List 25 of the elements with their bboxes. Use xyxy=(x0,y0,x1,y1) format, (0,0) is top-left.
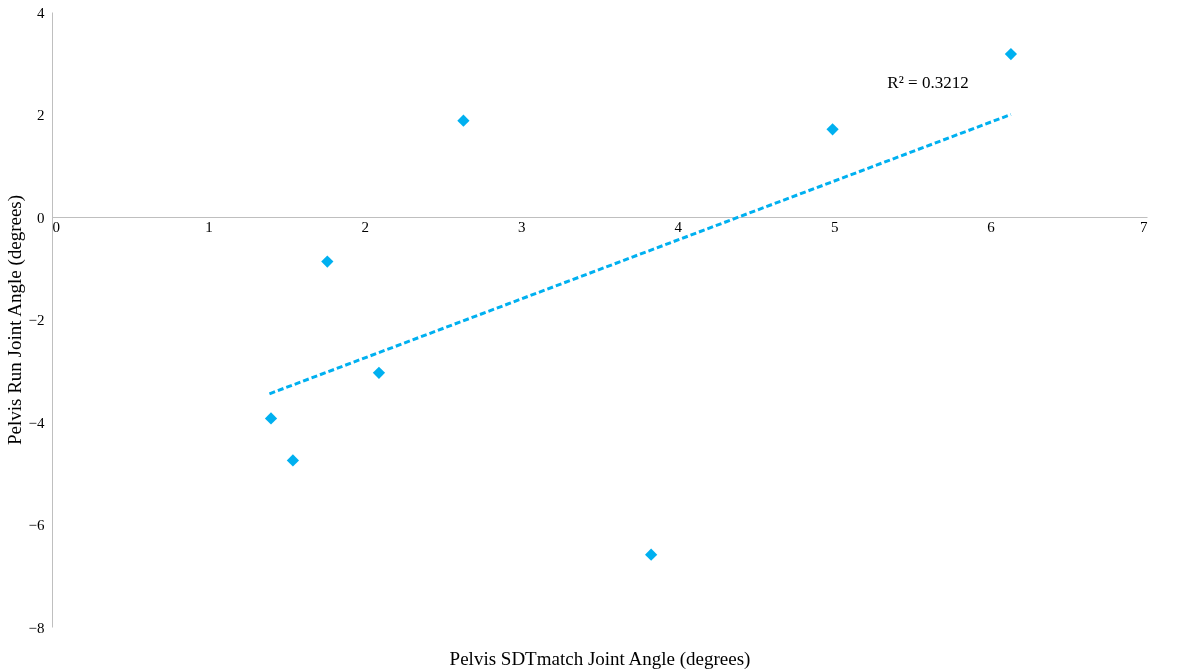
point xyxy=(457,114,470,127)
point xyxy=(645,548,658,561)
y-tick-label: −8 xyxy=(28,619,45,636)
y-axis-title: Pelvis Run Joint Angle (degrees) xyxy=(3,194,26,446)
y-tick-label: −6 xyxy=(28,517,45,533)
y-tick-label: 2 xyxy=(37,107,45,123)
y-tick-label: −4 xyxy=(28,414,45,431)
x-tick-label: 3 xyxy=(518,218,526,235)
x-tick-label: 4 xyxy=(674,218,683,235)
point xyxy=(826,123,839,136)
x-axis-title: Pelvis SDTmatch Joint Angle (degrees) xyxy=(449,647,751,670)
x-tick-label: 5 xyxy=(830,218,839,235)
x-tick-label: 7 xyxy=(1140,218,1148,235)
x-tick-label: 1 xyxy=(205,218,213,235)
x-tick-label: 2 xyxy=(361,218,370,235)
point xyxy=(264,412,278,425)
point xyxy=(1004,47,1018,61)
x-tick-label: 6 xyxy=(987,218,996,235)
y-tick-label: 4 xyxy=(37,4,45,21)
x-tick-label: 0 xyxy=(52,218,60,235)
point xyxy=(286,454,300,467)
point xyxy=(372,366,386,379)
annotation: R² = 0.3212 xyxy=(887,72,969,92)
y-tick-label: −2 xyxy=(28,312,45,328)
point xyxy=(321,255,334,268)
